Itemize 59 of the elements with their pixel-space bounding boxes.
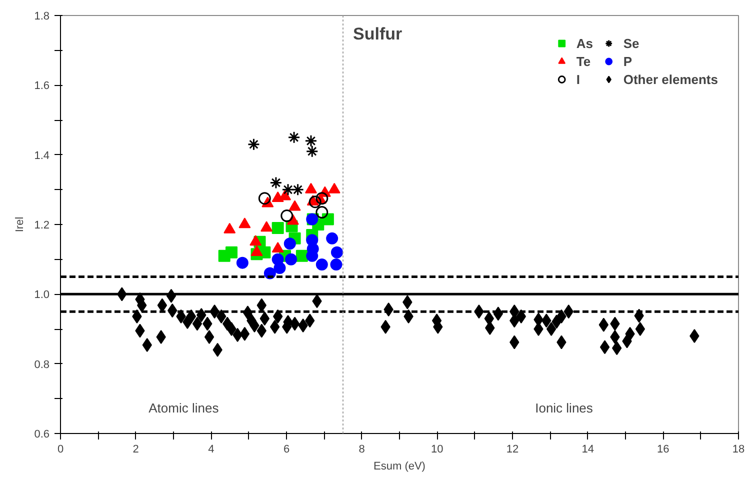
x-tick-label: 12 bbox=[506, 444, 519, 456]
point bbox=[316, 206, 328, 219]
point bbox=[322, 213, 334, 226]
point bbox=[330, 258, 342, 271]
point bbox=[224, 222, 236, 234]
point bbox=[284, 238, 296, 250]
legend-label: I bbox=[576, 71, 581, 87]
point bbox=[250, 246, 263, 256]
point bbox=[304, 134, 318, 148]
point bbox=[326, 232, 338, 244]
y-tick-label: 0.6 bbox=[34, 428, 50, 440]
legend-label: Te bbox=[576, 53, 592, 69]
text: Sulfur bbox=[353, 24, 402, 44]
x-tick-label: 18 bbox=[732, 444, 745, 456]
x-tick-label: 2 bbox=[132, 444, 139, 456]
x-tick-label: 14 bbox=[582, 444, 594, 456]
x-tick-label: 10 bbox=[431, 444, 444, 456]
point bbox=[280, 210, 294, 222]
point bbox=[270, 176, 282, 189]
point bbox=[250, 235, 262, 246]
point bbox=[316, 258, 328, 271]
point bbox=[247, 138, 260, 151]
y-tick-label: 0.8 bbox=[34, 358, 50, 371]
point bbox=[328, 182, 340, 194]
y-tick-label: 1.0 bbox=[34, 289, 50, 302]
point bbox=[236, 256, 248, 269]
y-axis-title: Irel bbox=[14, 216, 26, 232]
annotation: Ionic lines bbox=[535, 400, 594, 416]
point bbox=[272, 242, 284, 253]
point bbox=[238, 218, 251, 228]
point bbox=[288, 200, 301, 211]
annotation: Atomic lines bbox=[148, 400, 220, 416]
x-axis-title: Esum (eV) bbox=[374, 460, 426, 472]
point bbox=[304, 182, 317, 194]
y-tick-label: 1.6 bbox=[34, 80, 50, 92]
point bbox=[292, 183, 304, 196]
legend-label: P bbox=[623, 53, 634, 69]
point bbox=[258, 192, 271, 205]
x-tick-label: 8 bbox=[358, 444, 365, 456]
legend-label: Other elements bbox=[623, 71, 718, 87]
point bbox=[282, 183, 294, 196]
point bbox=[260, 221, 273, 232]
point bbox=[285, 253, 298, 266]
point bbox=[226, 246, 238, 258]
point bbox=[288, 131, 300, 144]
x-tick-label: 6 bbox=[283, 444, 290, 456]
x-tick-label: 0 bbox=[57, 444, 64, 456]
point bbox=[308, 196, 322, 208]
point bbox=[272, 222, 284, 234]
y-tick-label: 1.4 bbox=[34, 150, 50, 162]
point bbox=[330, 246, 343, 258]
y-tick-label: 1.2 bbox=[34, 220, 50, 232]
point bbox=[274, 262, 286, 274]
x-tick-label: 16 bbox=[657, 444, 670, 456]
point bbox=[306, 145, 318, 158]
x-tick-label: 4 bbox=[208, 444, 214, 456]
legend-label: As bbox=[576, 35, 594, 51]
legend-label: Se bbox=[623, 35, 640, 51]
y-tick-label: 1.8 bbox=[34, 10, 50, 22]
